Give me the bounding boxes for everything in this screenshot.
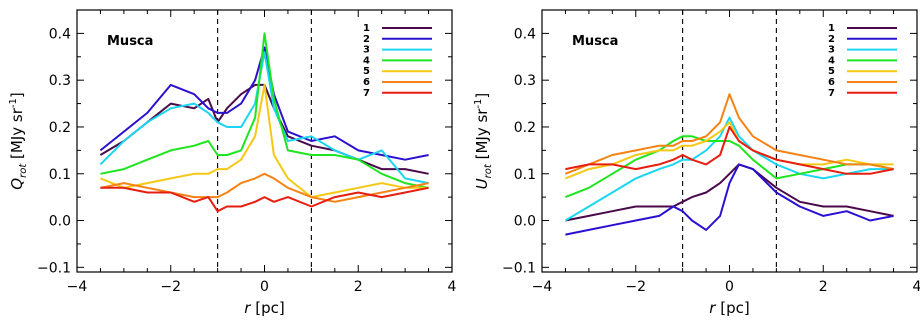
legend-label-6: 6	[363, 77, 370, 88]
y-tick-label: 0.1	[514, 167, 536, 183]
y-axis-label: Qrot [MJy sr-1]	[8, 92, 29, 189]
legend-label-7: 7	[828, 88, 835, 99]
y-tick-label: 0.3	[49, 73, 71, 89]
y-tick-label: 0.1	[49, 167, 71, 183]
series-line-3	[564, 116, 894, 222]
x-axis-label: r [pc]	[709, 299, 749, 317]
x-tick-label: −2	[160, 279, 181, 295]
x-tick-label: 2	[819, 279, 828, 295]
series-line-3	[99, 51, 429, 185]
x-tick-label: 0	[260, 279, 269, 295]
panel-label: Musca	[572, 34, 618, 49]
legend-label-1: 1	[363, 23, 370, 34]
series-line-6	[565, 93, 894, 175]
series-line-2	[99, 46, 429, 161]
series-line-7	[100, 186, 429, 213]
chart-panel-2: −4 −2 0 2 4−0.10.00.10.20.30.4 1234567Muscar …	[473, 9, 920, 317]
series-line-5	[565, 121, 894, 180]
x-tick-label: 0	[725, 279, 734, 295]
y-tick-label: −0.1	[37, 260, 71, 276]
y-tick-label: 0.4	[514, 26, 536, 42]
x-tick-label: 2	[354, 279, 363, 295]
y-tick-label: 0.2	[49, 120, 71, 136]
chart-panel-1: −4 −2 0 2 4−0.10.00.10.20.30.4 1234567Muscar …	[8, 9, 457, 317]
x-tick-label: 4	[913, 279, 920, 295]
series-line-1	[99, 83, 429, 175]
legend-label-4: 4	[828, 55, 835, 66]
series-line-4	[565, 135, 894, 199]
legend-label-3: 3	[828, 45, 835, 56]
legend-label-5: 5	[363, 66, 370, 77]
legend-label-7: 7	[363, 88, 370, 99]
x-tick-label: 4	[448, 279, 457, 295]
series-line-2	[565, 163, 894, 236]
legend-label-4: 4	[363, 55, 370, 66]
y-tick-label: 0.3	[514, 73, 536, 89]
series-line-1	[565, 163, 894, 222]
series-line-4	[100, 32, 429, 189]
x-axis-label: r [pc]	[244, 299, 284, 317]
y-axis-label: Urot [MJy sr-1]	[473, 93, 494, 190]
legend-label-2: 2	[363, 34, 370, 45]
legend-label-3: 3	[363, 45, 370, 56]
legend-label-5: 5	[828, 66, 835, 77]
legend-label-1: 1	[828, 23, 835, 34]
series-line-7	[565, 126, 894, 175]
x-tick-label: −4	[67, 279, 88, 295]
y-tick-label: 0.0	[514, 214, 536, 230]
series-line-5	[100, 83, 429, 199]
panel-label: Musca	[107, 34, 153, 49]
y-tick-label: −0.1	[502, 260, 536, 276]
y-tick-label: 0.0	[49, 214, 71, 230]
y-tick-label: 0.4	[49, 26, 71, 42]
y-tick-label: 0.2	[514, 120, 536, 136]
legend-label-2: 2	[828, 34, 835, 45]
x-tick-label: −2	[625, 279, 646, 295]
x-tick-label: −4	[532, 279, 553, 295]
legend-label-6: 6	[828, 77, 835, 88]
